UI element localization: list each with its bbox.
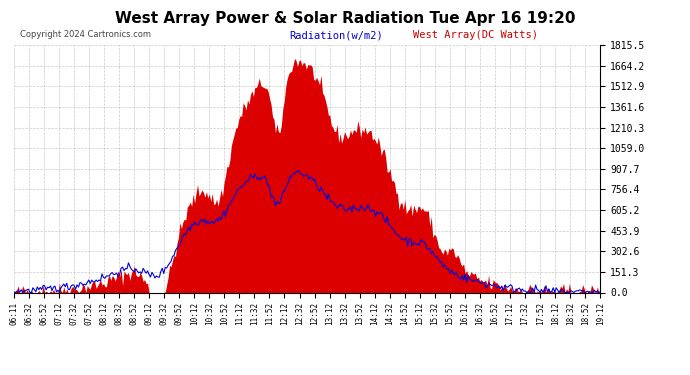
Text: West Array(DC Watts): West Array(DC Watts) bbox=[413, 30, 538, 40]
Text: Copyright 2024 Cartronics.com: Copyright 2024 Cartronics.com bbox=[19, 30, 150, 39]
Text: Radiation(w/m2): Radiation(w/m2) bbox=[290, 30, 383, 40]
Text: West Array Power & Solar Radiation Tue Apr 16 19:20: West Array Power & Solar Radiation Tue A… bbox=[115, 11, 575, 26]
